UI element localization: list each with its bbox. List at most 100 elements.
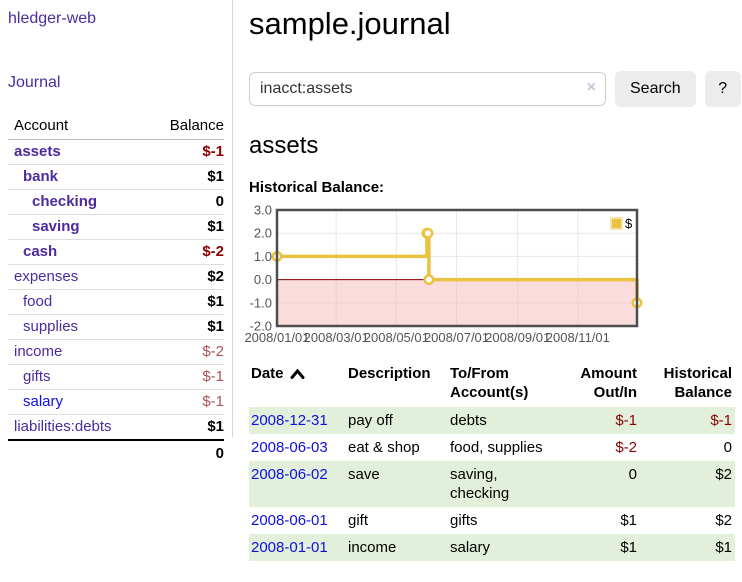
account-balance: $1 <box>145 315 224 340</box>
amount-cell: $1 <box>548 507 640 534</box>
description-column-header: Description <box>346 362 448 407</box>
accounts-cell: saving, checking <box>448 461 548 507</box>
sidebar-account-row: saving $1 <box>8 215 224 240</box>
amount-cell: 0 <box>548 461 640 507</box>
sidebar-account-row: food $1 <box>8 290 224 315</box>
sidebar: hledger-web Journal Account Balance asse… <box>0 0 233 561</box>
transaction-date-link[interactable]: 2008-06-01 <box>251 512 328 529</box>
sidebar-account-link[interactable]: cash <box>23 243 57 260</box>
sidebar-account-row: supplies $1 <box>8 315 224 340</box>
balance-cell: $2 <box>640 507 735 534</box>
table-row: 2008-01-01incomesalary$1$1 <box>249 534 735 561</box>
sidebar-account-link[interactable]: liabilities:debts <box>14 418 112 435</box>
amount-cell: $-1 <box>548 407 640 434</box>
page: hledger-web Journal Account Balance asse… <box>0 0 742 561</box>
chart-title: Historical Balance: <box>249 179 741 196</box>
sidebar-account-link[interactable]: food <box>23 293 52 310</box>
help-button[interactable]: ? <box>705 71 741 107</box>
sort-ascending-icon <box>290 369 305 379</box>
account-balance: $-1 <box>145 140 224 165</box>
clear-search-icon[interactable]: × <box>587 79 596 97</box>
account-balance: $-2 <box>145 240 224 265</box>
sidebar-accounts-body: assets$-1bank$1checking0saving$1cash$-2e… <box>8 140 224 441</box>
date-cell[interactable]: 2008-06-01 <box>249 507 346 534</box>
sidebar-account-row: income $-2 <box>8 340 224 365</box>
balance-column-header: Historical Balance <box>640 362 735 407</box>
sidebar-divider <box>232 0 233 437</box>
app-title-link[interactable]: hledger-web <box>8 10 96 28</box>
account-balance: $-1 <box>145 365 224 390</box>
balance-cell: $2 <box>640 461 735 507</box>
date-cell[interactable]: 2008-06-02 <box>249 461 346 507</box>
search-form: × Search ? <box>249 71 741 107</box>
svg-text:2008/03/01: 2008/03/01 <box>304 330 369 345</box>
account-balance: $-1 <box>145 390 224 415</box>
sidebar-account-link[interactable]: expenses <box>14 268 78 285</box>
sidebar-account-link[interactable]: bank <box>23 168 58 185</box>
balance-cell: $1 <box>640 534 735 561</box>
sidebar-account-row: checking0 <box>8 190 224 215</box>
total-balance: 0 <box>145 440 224 466</box>
sidebar-account-link[interactable]: checking <box>32 193 97 210</box>
balance-column-header: Balance <box>145 114 224 140</box>
account-balance: $1 <box>145 165 224 190</box>
sidebar-account-row: bank $1 <box>8 165 224 190</box>
transaction-date-link[interactable]: 2008-06-02 <box>251 466 328 483</box>
description-cell: pay off <box>346 407 448 434</box>
sidebar-account-link[interactable]: supplies <box>23 318 78 335</box>
table-row: 2008-06-02 savesaving, checking0$2 <box>249 461 735 507</box>
account-balance: $1 <box>145 415 224 441</box>
account-balance: $2 <box>145 265 224 290</box>
search-button[interactable]: Search <box>615 71 696 107</box>
account-balance: $1 <box>145 215 224 240</box>
date-column-header[interactable]: Date <box>249 362 346 407</box>
svg-text:2008/11/01: 2008/11/01 <box>546 330 610 345</box>
sidebar-account-link[interactable]: salary <box>23 393 63 410</box>
svg-text:0.0: 0.0 <box>254 272 272 287</box>
account-balance: $1 <box>145 290 224 315</box>
sidebar-account-row: liabilities:debts $1 <box>8 415 224 441</box>
register-table: Date Description To/From Account(s) Amou… <box>249 362 735 561</box>
sidebar-account-link[interactable]: income <box>14 343 62 360</box>
date-cell[interactable]: 2008-06-03 <box>249 434 346 461</box>
sidebar-account-row: cash $-2 <box>8 240 224 265</box>
main-content: sample.journal × Search ? assets Histori… <box>233 0 742 561</box>
svg-text:$: $ <box>625 216 633 231</box>
sidebar-account-link[interactable]: gifts <box>23 368 51 385</box>
sidebar-account-row: expenses $2 <box>8 265 224 290</box>
page-title: sample.journal <box>249 6 741 42</box>
sidebar-item-journal[interactable]: Journal <box>8 74 60 91</box>
svg-text:2008/09/01: 2008/09/01 <box>485 330 550 345</box>
accounts-column-header: To/From Account(s) <box>448 362 548 407</box>
register-header-row: Date Description To/From Account(s) Amou… <box>249 362 735 407</box>
balance-cell: $-1 <box>640 407 735 434</box>
sidebar-account-link[interactable]: saving <box>32 218 80 235</box>
table-row: 2008-06-03eat & shopfood, supplies$-20 <box>249 434 735 461</box>
sidebar-account-link[interactable]: assets <box>14 143 61 160</box>
date-cell[interactable]: 2008-12-31 <box>249 407 346 434</box>
table-row: 2008-06-01 giftgifts$1$2 <box>249 507 735 534</box>
amount-cell: $-2 <box>548 434 640 461</box>
transaction-date-link[interactable]: 2008-06-03 <box>251 439 328 456</box>
historical-balance-chart: $3.02.01.00.0-1.0-2.02008/01/012008/03/0… <box>241 202 741 349</box>
sidebar-accounts-table: Account Balance assets$-1bank$1checking0… <box>8 114 224 466</box>
date-cell[interactable]: 2008-01-01 <box>249 534 346 561</box>
balance-cell: 0 <box>640 434 735 461</box>
sidebar-total-row: 0 <box>8 440 224 466</box>
account-balance: $-2 <box>145 340 224 365</box>
description-cell: save <box>346 461 448 507</box>
sidebar-account-row: gifts $-1 <box>8 365 224 390</box>
transaction-date-link[interactable]: 2008-01-01 <box>251 539 328 556</box>
description-cell: gift <box>346 507 448 534</box>
amount-cell: $1 <box>548 534 640 561</box>
search-input[interactable] <box>249 72 606 106</box>
amount-column-header: Amount Out/In <box>548 362 640 407</box>
sidebar-account-row: assets $-1 <box>8 140 224 165</box>
accounts-cell: gifts <box>448 507 548 534</box>
accounts-column-header: Account <box>8 114 145 140</box>
svg-text:3.0: 3.0 <box>254 203 272 218</box>
transaction-date-link[interactable]: 2008-12-31 <box>251 412 328 429</box>
account-heading: assets <box>249 132 741 160</box>
accounts-cell: debts <box>448 407 548 434</box>
svg-text:2008/01/01: 2008/01/01 <box>244 330 309 345</box>
